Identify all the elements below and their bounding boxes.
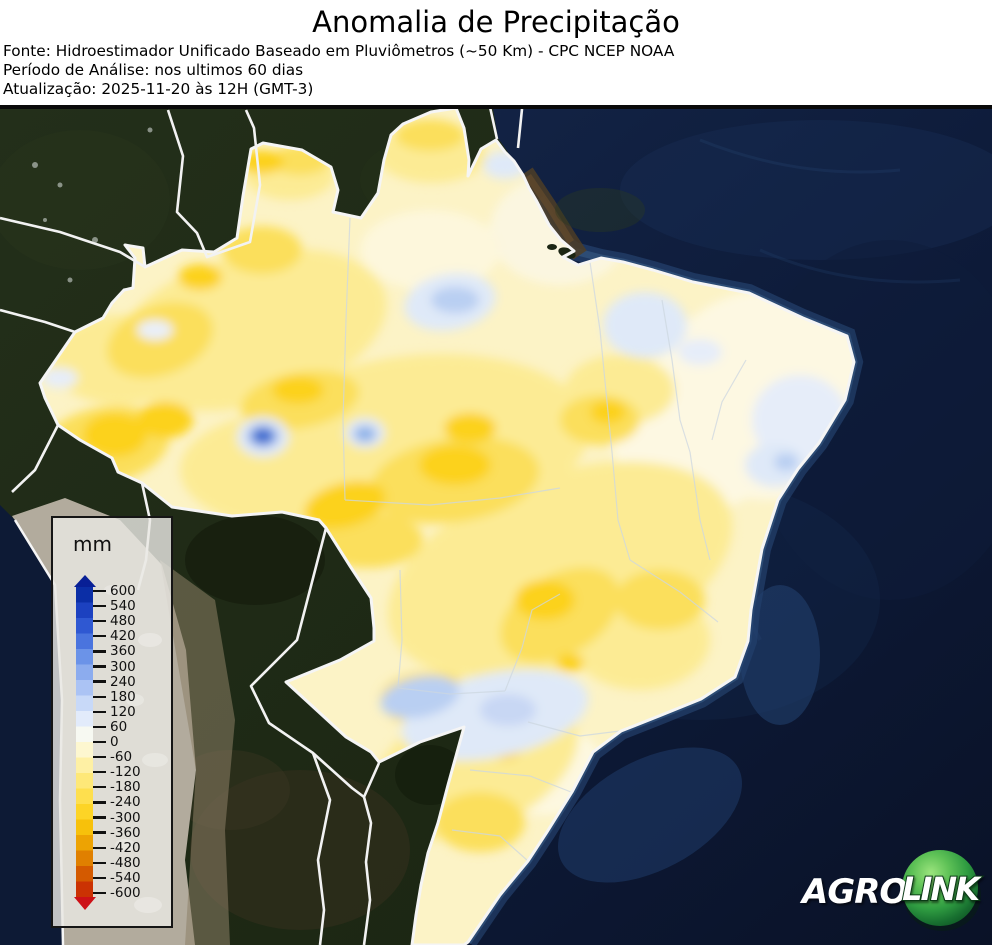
satellite-basemap — [0, 105, 992, 945]
source-line: Fonte: Hidroestimador Unificado Baseado … — [3, 42, 675, 60]
cloud-specks — [32, 127, 153, 283]
colorbar-tick-label: 600 — [110, 583, 136, 599]
colorbar-tick — [93, 650, 106, 653]
colorbar-tick-label: -300 — [110, 809, 141, 826]
colorbar-tick-label: 60 — [110, 718, 128, 735]
colorbar-tick-label: -600 — [110, 885, 141, 901]
colorbar-tick-label: -240 — [110, 794, 141, 811]
brazil-border — [38, 106, 856, 945]
argentina-plains — [190, 770, 410, 930]
colorbar-tick — [93, 816, 106, 819]
colorbar-tick — [93, 755, 106, 759]
colorbar-tick — [93, 740, 106, 744]
colorbar-tick-label: 0 — [110, 734, 119, 750]
colorbar-tick — [93, 665, 106, 668]
colorbar-tick — [93, 801, 106, 804]
colorbar-tick-label: 180 — [110, 688, 136, 705]
colorbar-tick-label: -540 — [110, 869, 141, 886]
colorbar-arrow-top — [73, 575, 96, 587]
colorbar-tick — [93, 786, 106, 789]
logo-text-agro: AGRO — [799, 872, 907, 912]
map-canvas: mm 600 540 480 420 360 300 240 180 120 60 0 -60 -120… — [0, 105, 992, 945]
colorbar-tick — [93, 891, 106, 895]
colorbar-tick — [93, 846, 106, 849]
map-top-frame — [0, 105, 992, 109]
colorbar-tick — [93, 831, 106, 834]
colorbar-tick — [93, 589, 106, 593]
logo-sphere — [902, 850, 978, 926]
colorbar-tick — [93, 710, 106, 713]
pacific-ocean — [0, 505, 63, 945]
colorbar-tick-label: -420 — [110, 839, 141, 856]
colorbar-tick-label: 360 — [110, 643, 136, 660]
colorbar-tick — [93, 620, 106, 623]
page-title: Anomalia de Precipitação — [312, 5, 680, 39]
colorbar-tick — [93, 695, 106, 698]
colorbar-tick-label: 540 — [110, 598, 136, 615]
colorbar-tick — [93, 680, 106, 683]
colorbar-legend: mm 600 540 480 420 360 300 240 180 120 60 0 -60 -120… — [51, 516, 173, 928]
agrolink-logo: AGRO LINK — [799, 850, 985, 931]
colorbar-tick-label: -60 — [110, 749, 133, 766]
colorbar-bar — [76, 587, 93, 897]
colorbar-tick-label: -480 — [110, 854, 141, 871]
update-line: Atualização: 2025-11-20 às 12H (GMT-3) — [3, 80, 314, 98]
colorbar-unit-label: mm — [73, 532, 112, 556]
bolivia-lowlands — [185, 515, 325, 605]
colorbar-tick — [93, 725, 106, 729]
colorbar-tick — [93, 604, 106, 608]
colorbar-tick-label: 120 — [110, 703, 136, 720]
period-line: Período de Análise: nos ultimos 60 dias — [3, 61, 304, 79]
colorbar-tick-label: 420 — [110, 628, 136, 645]
colorbar-tick-label: 240 — [110, 673, 136, 690]
logo-text-link: LINK — [902, 870, 982, 908]
colorbar-tick — [93, 635, 106, 638]
colorbar-arrow-bottom — [73, 897, 96, 910]
colorbar-tick — [93, 771, 106, 774]
colorbar-tick-label: -120 — [110, 764, 141, 781]
colorbar-tick-label: 300 — [110, 658, 136, 675]
state-borders — [342, 217, 747, 862]
colorbar-tick-label: 480 — [110, 613, 136, 630]
colorbar-tick — [93, 876, 106, 880]
paraguay-border — [249, 527, 381, 799]
colorbar-tick — [93, 861, 106, 864]
colorbar-tick-label: -360 — [110, 824, 141, 841]
colorbar-tick-label: -180 — [110, 779, 141, 796]
